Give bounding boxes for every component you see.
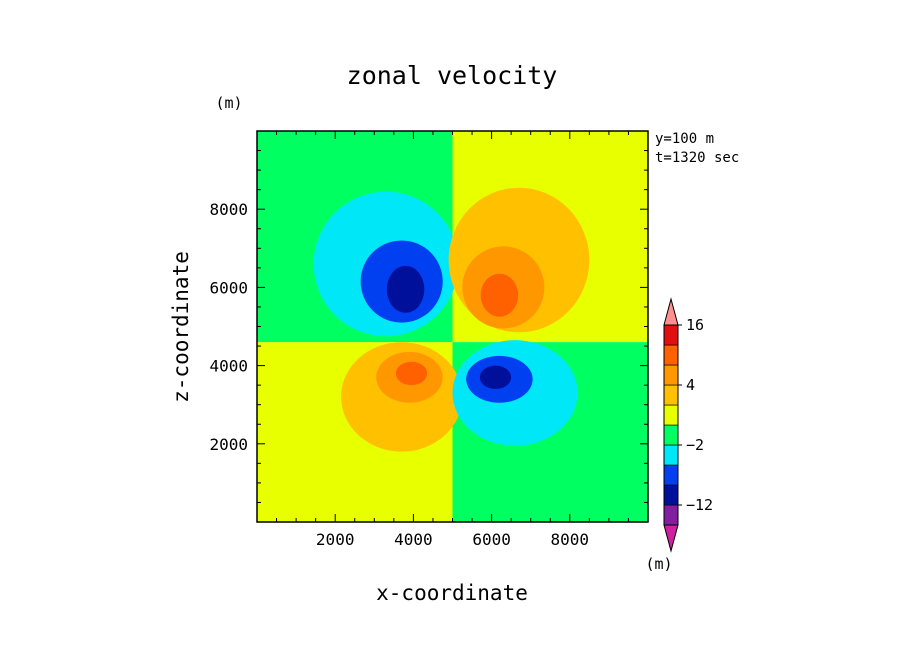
- colorbar-segment: [663, 424, 679, 446]
- colorbar-segment: [663, 364, 679, 386]
- colorbar: 16 4 −2 −12: [663, 297, 713, 553]
- x-tick-label: 8000: [551, 530, 590, 549]
- axis-ticks: 2000 4000 6000 8000 2000 4000 6000 8000: [209, 131, 648, 549]
- y-tick-label: 6000: [209, 278, 248, 297]
- vortex-lower-left-positive-level-2: [395, 361, 428, 386]
- colorbar-label: −12: [686, 496, 713, 514]
- info-line-y: y=100 m: [655, 131, 714, 147]
- x-tick-label: 4000: [394, 530, 433, 549]
- y-tick-label: 2000: [209, 435, 248, 454]
- colorbar-segment: [663, 504, 679, 526]
- y-tick-label: 4000: [209, 357, 248, 376]
- colorbar-segment: [663, 404, 679, 426]
- vortex-lower-right-negative-level-2: [479, 365, 512, 390]
- colorbar-segment: [663, 464, 679, 486]
- colorbar-segment: [663, 484, 679, 506]
- colorbar-unit: (m): [645, 555, 672, 573]
- y-axis-label: z-coordinate: [169, 251, 193, 403]
- x-tick-label: 6000: [472, 530, 511, 549]
- colorbar-bottom-arrow: [663, 524, 679, 553]
- y-axis-unit: (m): [215, 94, 242, 112]
- contour-field: [257, 131, 648, 522]
- vortex-upper-right-positive-level-2: [480, 273, 519, 317]
- y-tick-label: 8000: [209, 200, 248, 219]
- colorbar-top-arrow: [663, 297, 679, 326]
- colorbar-segment: [663, 444, 679, 466]
- colorbar-frame: [663, 324, 679, 526]
- colorbar-label: 16: [686, 316, 704, 334]
- colorbar-segment: [663, 344, 679, 366]
- x-axis-label: x-coordinate: [376, 581, 528, 605]
- colorbar-label: 4: [686, 376, 695, 394]
- x-tick-label: 2000: [316, 530, 355, 549]
- colorbar-label: −2: [686, 436, 704, 454]
- chart-title: zonal velocity: [347, 61, 558, 90]
- colorbar-segment: [663, 384, 679, 406]
- vortex-upper-left-negative-level-2: [386, 265, 425, 313]
- colorbar-segment: [663, 324, 679, 346]
- info-line-t: t=1320 sec: [655, 150, 739, 166]
